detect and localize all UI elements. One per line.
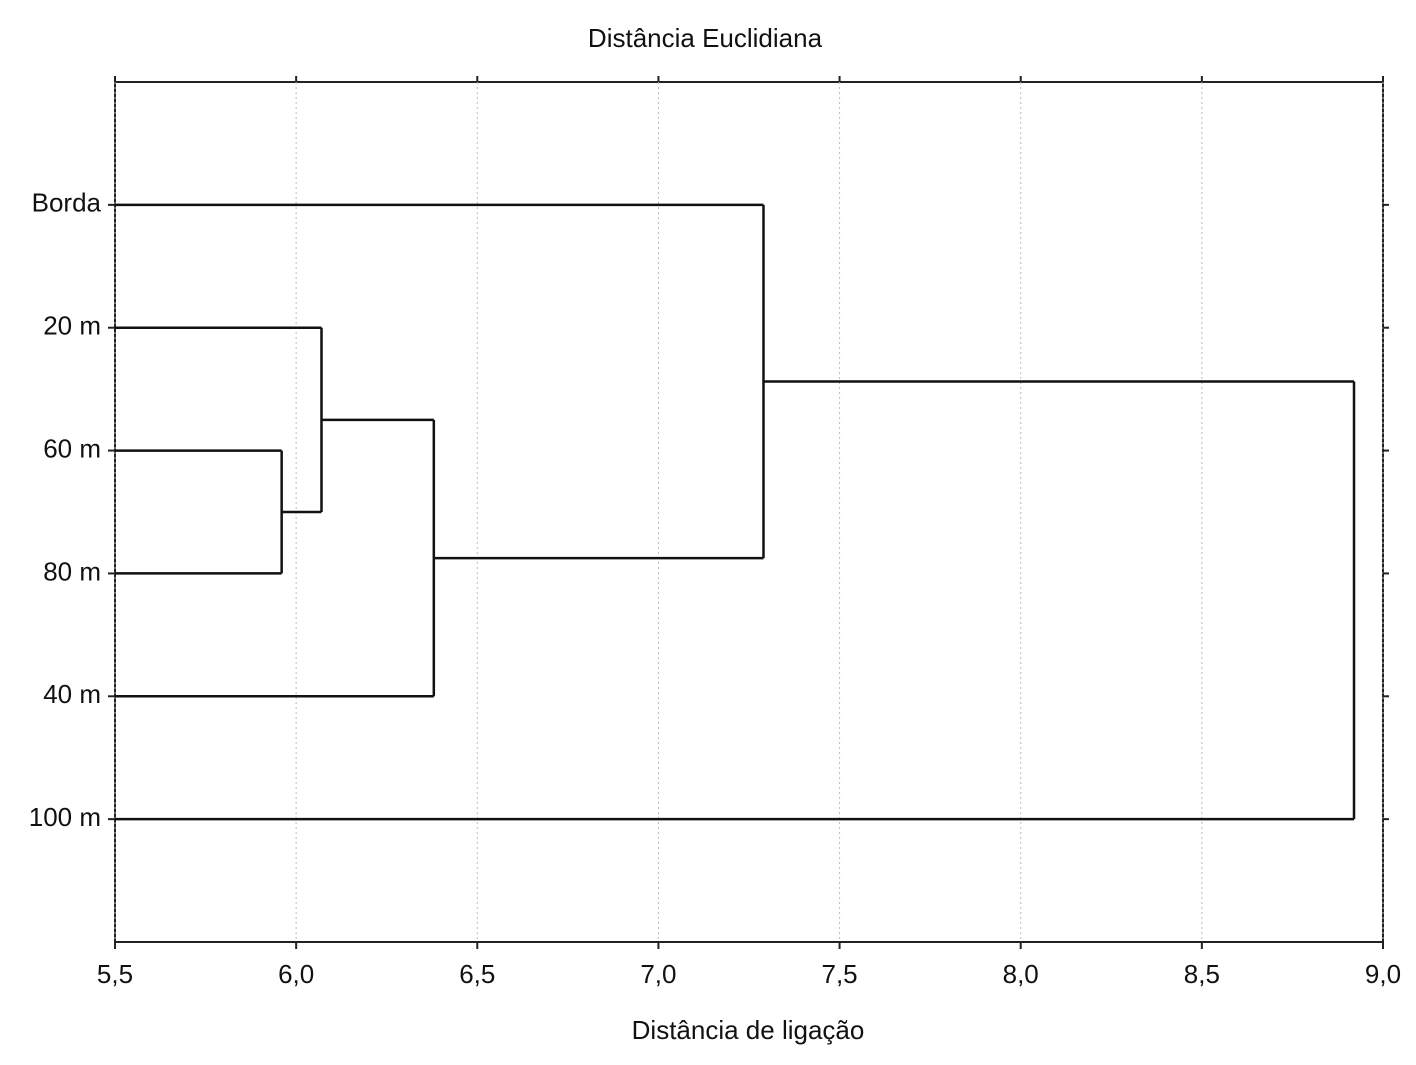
x-tick-label: 6,5: [459, 959, 495, 989]
chart-title: Distância Euclidiana: [588, 23, 823, 53]
x-tick-label: 8,0: [1003, 959, 1039, 989]
leaf-label: 40 m: [43, 679, 101, 709]
x-axis-label: Distância de ligação: [632, 1015, 865, 1045]
x-tick-label: 7,5: [821, 959, 857, 989]
leaf-label: 100 m: [29, 802, 101, 832]
leaf-label: Borda: [32, 188, 102, 218]
x-tick-label: 6,0: [278, 959, 314, 989]
merge-link: [115, 326, 323, 514]
x-tick-label: 8,5: [1184, 959, 1220, 989]
leaf-label: 60 m: [43, 433, 101, 463]
merge-link: [115, 418, 436, 698]
x-tick-label: 5,5: [97, 959, 133, 989]
leaf-label: 20 m: [43, 311, 101, 341]
merge-link: [115, 203, 765, 560]
leaf-label: 80 m: [43, 556, 101, 586]
x-tick-label: 7,0: [640, 959, 676, 989]
merge-link: [115, 380, 1356, 821]
x-tick-label: 9,0: [1365, 959, 1401, 989]
merge-link: [115, 449, 283, 575]
